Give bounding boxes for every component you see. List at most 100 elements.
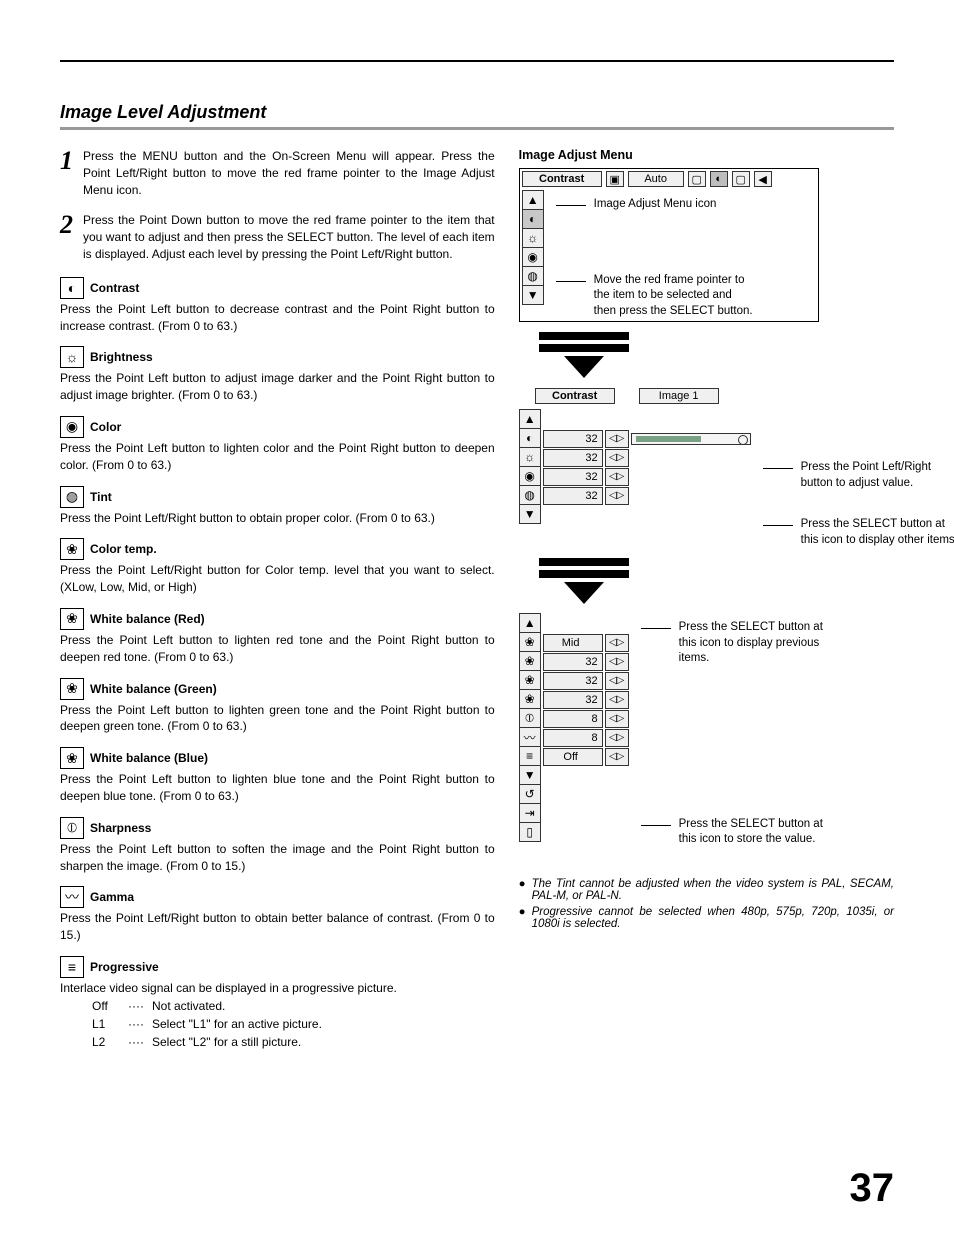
osd-left-strip: ▲ ◐ ☼ ◉ ◍ ▼ (522, 191, 544, 305)
progressive-l2: L2····Select "L2" for a still picture. (92, 1033, 495, 1051)
step-1: 1 Press the MENU button and the On-Scree… (60, 148, 495, 198)
step-text: Press the Point Down button to move the … (83, 212, 495, 262)
quit-icon: ▯ (519, 822, 541, 842)
wb-green-icon: ❀ (519, 670, 541, 690)
progressive-l1: L1····Select "L1" for an active picture. (92, 1015, 495, 1033)
osd-panel-mid: Contrast Image 1 ▲ ◐32◁▷ ☼32◁▷ ◉32◁▷ ◍32… (519, 388, 829, 548)
step-text: Press the MENU button and the On-Screen … (83, 148, 495, 198)
right-column: Image Adjust Menu Contrast ▣ Auto ▢ ◐ ▢ … (519, 148, 894, 1051)
callout-store: Press the SELECT button at this icon to … (641, 817, 839, 848)
page-number: 37 (850, 1166, 895, 1211)
lr-arrows-icon: ◁▷ (605, 487, 629, 505)
callout-adjust: Press the Point Left/Right button to adj… (763, 460, 954, 491)
up-arrow-icon: ▲ (519, 409, 541, 429)
tint-icon: ◍ (522, 266, 544, 286)
lr-arrows-icon: ◁▷ (605, 729, 629, 747)
item-progressive: ≡Progressive Interlace video signal can … (60, 956, 495, 1051)
contrast-icon: ◐ (60, 277, 84, 299)
item-title: White balance (Red) (90, 612, 205, 626)
value: 32 (543, 487, 603, 505)
image-adjust-icon: ◐ (710, 171, 728, 187)
item-brightness: ☼Brightness Press the Point Left button … (60, 346, 495, 404)
lr-arrows-icon: ◁▷ (605, 468, 629, 486)
wb-green-icon: ❀ (60, 678, 84, 700)
color-icon: ◉ (519, 466, 541, 486)
up-arrow-icon: ▲ (522, 190, 544, 210)
wb-blue-icon: ❀ (519, 689, 541, 709)
sharpness-icon: ⦶ (519, 708, 541, 728)
item-text: Press the Point Left button to soften th… (60, 841, 495, 875)
tint-icon: ◍ (60, 486, 84, 508)
item-wb-blue: ❀ White balance (Blue) Press the Point Le… (60, 747, 495, 805)
item-title: White balance (Blue) (90, 751, 208, 765)
down-arrow-icon: ▼ (519, 504, 541, 524)
item-text: Press the Point Left/Right button to obt… (60, 910, 495, 944)
item-tint: ◍Tint Press the Point Left/Right button … (60, 486, 495, 527)
store-icon: ⇥ (519, 803, 541, 823)
color-icon: ◉ (522, 247, 544, 267)
lr-arrows-icon: ◁▷ (605, 710, 629, 728)
value: 32 (543, 653, 603, 671)
value: 32 (543, 691, 603, 709)
step-2: 2 Press the Point Down button to move th… (60, 212, 495, 262)
note-text: The Tint cannot be adjusted when the vid… (532, 878, 894, 902)
callout-other: Press the SELECT button at this icon to … (763, 517, 954, 548)
item-text: Press the Point Left button to lighten g… (60, 702, 495, 736)
reset-icon: ↺ (519, 784, 541, 804)
big-arrow-1 (539, 332, 894, 378)
value: Mid (543, 634, 603, 652)
osd-label-contrast: Contrast (522, 171, 602, 187)
lr-arrows-icon: ◁▷ (605, 634, 629, 652)
progressive-icon: ≡ (60, 956, 84, 978)
value: 32 (543, 672, 603, 690)
item-title: Tint (90, 490, 112, 504)
osd-mid-image1: Image 1 (639, 388, 719, 404)
callout-icon: Image Adjust Menu icon (556, 197, 754, 213)
wb-blue-icon: ❀ (60, 747, 84, 769)
notes: ●The Tint cannot be adjusted when the vi… (519, 878, 894, 930)
value: 8 (543, 710, 603, 728)
item-title: Color temp. (90, 542, 157, 556)
item-contrast: ◐Contrast Press the Point Left button to… (60, 277, 495, 335)
value: 8 (543, 729, 603, 747)
lr-arrows-icon: ◁▷ (605, 691, 629, 709)
item-title: Brightness (90, 350, 153, 364)
bullet-icon: ● (519, 906, 526, 930)
item-wb-red: ❀White balance (Red) Press the Point Lef… (60, 608, 495, 666)
page-title: Image Level Adjustment (60, 102, 894, 130)
item-wb-green: ❀White balance (Green) Press the Point L… (60, 678, 495, 736)
item-text: Press the Point Left button to decrease … (60, 301, 495, 335)
item-text: Interlace video signal can be displayed … (60, 980, 495, 997)
input-icon: ▣ (606, 171, 624, 187)
item-title: Sharpness (90, 821, 151, 835)
big-arrow-2 (539, 558, 894, 604)
brightness-icon: ☼ (519, 447, 541, 467)
brightness-icon: ☼ (522, 228, 544, 248)
note-text: Progressive cannot be selected when 480p… (532, 906, 894, 930)
item-color-temp: ❀Color temp. Press the Point Left/Right … (60, 538, 495, 596)
progressive-icon: ≡ (519, 746, 541, 766)
osd-label-auto: Auto (628, 171, 684, 187)
lr-arrows-icon: ◁▷ (605, 449, 629, 467)
color-icon: ◉ (60, 416, 84, 438)
item-text: Press the Point Left button to lighten b… (60, 771, 495, 805)
slider (631, 433, 751, 445)
gamma-icon: 〰 (519, 727, 541, 747)
lr-arrows-icon: ◁▷ (605, 748, 629, 766)
osd-panel-bottom: ▲ ❀Mid◁▷ ❀32◁▷ ❀32◁▷ ❀32◁▷ ⦶8◁▷ 〰8◁▷ ≡Of… (519, 614, 829, 848)
value: 32 (543, 430, 603, 448)
value: Off (543, 748, 603, 766)
menu-title: Image Adjust Menu (519, 148, 894, 162)
gamma-icon: 〰 (60, 886, 84, 908)
color-temp-icon: ❀ (60, 538, 84, 560)
up-arrow-icon: ▲ (519, 613, 541, 633)
brightness-icon: ☼ (60, 346, 84, 368)
down-arrow-icon: ▼ (522, 285, 544, 305)
item-text: Press the Point Left button to lighten c… (60, 440, 495, 474)
value: 32 (543, 468, 603, 486)
osd-panel-top: Contrast ▣ Auto ▢ ◐ ▢ ◀ ▲ ◐ ☼ ◉ ◍ ▼ Imag… (519, 168, 819, 322)
step-number: 1 (60, 148, 73, 198)
screen-icon: ▢ (732, 171, 750, 187)
item-title: Gamma (90, 890, 134, 904)
bullet-icon: ● (519, 878, 526, 902)
